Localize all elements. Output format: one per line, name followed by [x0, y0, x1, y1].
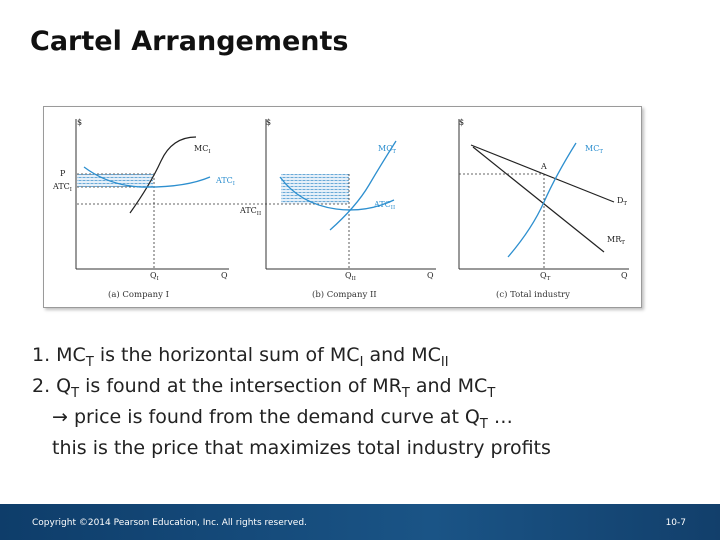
panel-a-atc-level-label: ATCI — [52, 182, 72, 193]
panel-b-atc-label: ATCII — [373, 200, 395, 211]
note-2-sub-b: T — [401, 386, 410, 401]
panel-c-mc-curve — [507, 142, 577, 258]
panel-a-profit-area — [77, 174, 153, 187]
note-3-sub: T — [479, 417, 488, 432]
panel-c-mr-curve — [472, 146, 605, 253]
cartel-diagram-figure: $ Q MCI ATCI P ATCI QI (a) Company I $ Q — [43, 106, 642, 308]
panel-c-demand-label: DT — [617, 196, 627, 207]
note-4-text: this is the price that maximizes total i… — [52, 437, 551, 459]
note-2-text-c: and MC — [409, 375, 488, 397]
panel-a-atc-curve — [83, 166, 211, 188]
panel-b-mc-label: MCT — [378, 144, 396, 155]
panel-b-mc-curve — [329, 140, 397, 231]
panel-b-caption: (b) Company II — [312, 289, 377, 300]
panel-company-i: $ Q MCI ATCI P ATCI QI (a) Company I — [52, 118, 235, 300]
panel-company-ii: $ Q MCT ATCII ATCII QII (b) Company II — [77, 118, 436, 300]
panel-c-q-label: QT — [540, 271, 551, 282]
panel-c-demand-curve — [470, 144, 615, 203]
note-line-3: → price is found from the demand curve a… — [32, 402, 702, 433]
panel-a-mc-curve — [129, 136, 197, 214]
note-2-sub-a: T — [71, 386, 80, 401]
explanation-notes: 1. MCT is the horizontal sum of MCI and … — [32, 340, 702, 464]
panel-b-q-label: QII — [345, 271, 356, 282]
note-3-text: price is found from the demand curve at … — [67, 406, 480, 428]
copyright-text: Copyright ©2014 Pearson Education, Inc. … — [32, 518, 307, 528]
note-2-text-a: 2. Q — [32, 375, 72, 397]
arrow-right-icon: → — [52, 406, 68, 428]
note-1-text-c: and MC — [363, 344, 441, 366]
panel-a-y-axis-label: $ — [77, 118, 82, 127]
panel-c-x-axis-label: Q — [621, 271, 628, 280]
panel-a-caption: (a) Company I — [108, 289, 169, 300]
cartel-diagram: $ Q MCI ATCI P ATCI QI (a) Company I $ Q — [52, 118, 629, 300]
panel-b-y-axis-label: $ — [266, 118, 271, 127]
panel-c-caption: (c) Total industry — [496, 289, 570, 300]
panel-a-mc-label: MCI — [194, 144, 211, 155]
slide-footer: Copyright ©2014 Pearson Education, Inc. … — [0, 504, 720, 540]
panel-b-profit-area — [281, 174, 349, 204]
note-1-sub-c: II — [440, 355, 449, 370]
panel-a-q-label: QI — [150, 271, 159, 282]
panel-c-point-a-label: A — [540, 162, 547, 171]
note-3-suffix: … — [487, 406, 513, 428]
panel-b-atc-curve — [279, 176, 395, 211]
panel-c-y-axis-label: $ — [459, 118, 464, 127]
panel-c-mr-label: MRT — [607, 235, 625, 246]
panel-b-atc-level-label: ATCII — [239, 206, 261, 217]
panel-b-x-axis-label: Q — [427, 271, 434, 280]
panel-a-atc-label: ATCI — [215, 176, 235, 187]
slide-title: Cartel Arrangements — [30, 26, 349, 57]
note-1-text-b: is the horizontal sum of MC — [93, 344, 360, 366]
note-1-sub-b: I — [359, 355, 364, 370]
note-line-2: 2. QT is found at the intersection of MR… — [32, 371, 702, 402]
panel-a-p-label: P — [60, 169, 66, 178]
panel-total-industry: $ Q MCT DT MRT A QT (c) Total industry — [458, 118, 629, 300]
note-2-sub-c: T — [487, 386, 496, 401]
panel-c-mc-label: MCT — [585, 144, 603, 155]
page-number: 10-7 — [665, 518, 686, 528]
note-line-1: 1. MCT is the horizontal sum of MCI and … — [32, 340, 702, 371]
note-2-text-b: is found at the intersection of MR — [79, 375, 402, 397]
note-line-4: this is the price that maximizes total i… — [32, 433, 702, 464]
panel-a-x-axis-label: Q — [221, 271, 228, 280]
note-1-text-a: 1. MC — [32, 344, 86, 366]
note-1-sub-a: T — [85, 355, 94, 370]
